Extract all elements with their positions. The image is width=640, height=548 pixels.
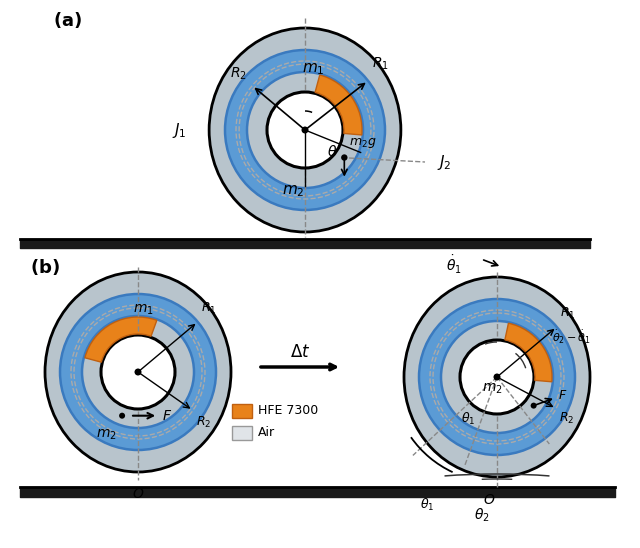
Circle shape (531, 403, 537, 409)
Circle shape (493, 374, 500, 380)
Circle shape (60, 294, 216, 450)
Text: $F$: $F$ (557, 389, 567, 402)
Circle shape (441, 321, 553, 433)
Text: $m_2$: $m_2$ (482, 382, 502, 396)
Text: $R_2$: $R_2$ (559, 410, 575, 426)
Wedge shape (505, 323, 552, 382)
Wedge shape (315, 75, 362, 135)
Text: $R_2$: $R_2$ (196, 414, 211, 430)
Text: $R_1$: $R_1$ (560, 306, 575, 321)
Wedge shape (85, 317, 157, 362)
Text: $m_2$: $m_2$ (282, 184, 304, 199)
Ellipse shape (209, 28, 401, 232)
Text: $\theta_1$: $\theta_1$ (420, 497, 434, 513)
Text: $\dot{\theta}_1$: $\dot{\theta}_1$ (446, 254, 462, 276)
Circle shape (119, 413, 125, 419)
Circle shape (247, 72, 363, 188)
Text: $\bf{(a)}$: $\bf{(a)}$ (53, 10, 83, 30)
Ellipse shape (45, 272, 231, 472)
Text: $\Delta t$: $\Delta t$ (290, 343, 310, 361)
Text: $\theta_2$: $\theta_2$ (474, 506, 490, 524)
Circle shape (101, 335, 175, 409)
Ellipse shape (404, 277, 590, 477)
Circle shape (134, 368, 141, 375)
Text: $m_2$: $m_2$ (95, 428, 116, 442)
Text: $\bf{(b)}$: $\bf{(b)}$ (30, 257, 60, 277)
FancyBboxPatch shape (232, 404, 252, 418)
Circle shape (82, 316, 194, 428)
Text: Air: Air (258, 426, 275, 439)
Text: HFE 7300: HFE 7300 (258, 404, 318, 418)
Text: $m_1$: $m_1$ (132, 303, 154, 317)
Text: $\dot{\theta}_2 - \dot{\theta}_1$: $\dot{\theta}_2 - \dot{\theta}_1$ (552, 328, 591, 346)
Text: $m_2g$: $m_2g$ (349, 135, 377, 150)
Text: $R_1$: $R_1$ (372, 55, 389, 72)
Text: $J_1$: $J_1$ (172, 121, 187, 140)
Circle shape (301, 127, 308, 134)
Text: $R_1$: $R_1$ (201, 301, 216, 316)
Text: $m_1$: $m_1$ (301, 61, 324, 77)
Text: $R_2$: $R_2$ (230, 65, 247, 82)
Circle shape (341, 155, 348, 161)
Circle shape (225, 50, 385, 210)
Text: $\theta_1$: $\theta_1$ (461, 411, 475, 427)
Text: $O$: $O$ (132, 487, 144, 501)
Text: $J_2$: $J_2$ (437, 152, 452, 172)
FancyBboxPatch shape (232, 426, 252, 440)
Text: $F$: $F$ (162, 409, 172, 423)
Circle shape (419, 299, 575, 455)
Text: $\theta$: $\theta$ (327, 145, 337, 159)
Circle shape (267, 92, 343, 168)
Circle shape (460, 340, 534, 414)
Text: $O$: $O$ (483, 493, 495, 507)
